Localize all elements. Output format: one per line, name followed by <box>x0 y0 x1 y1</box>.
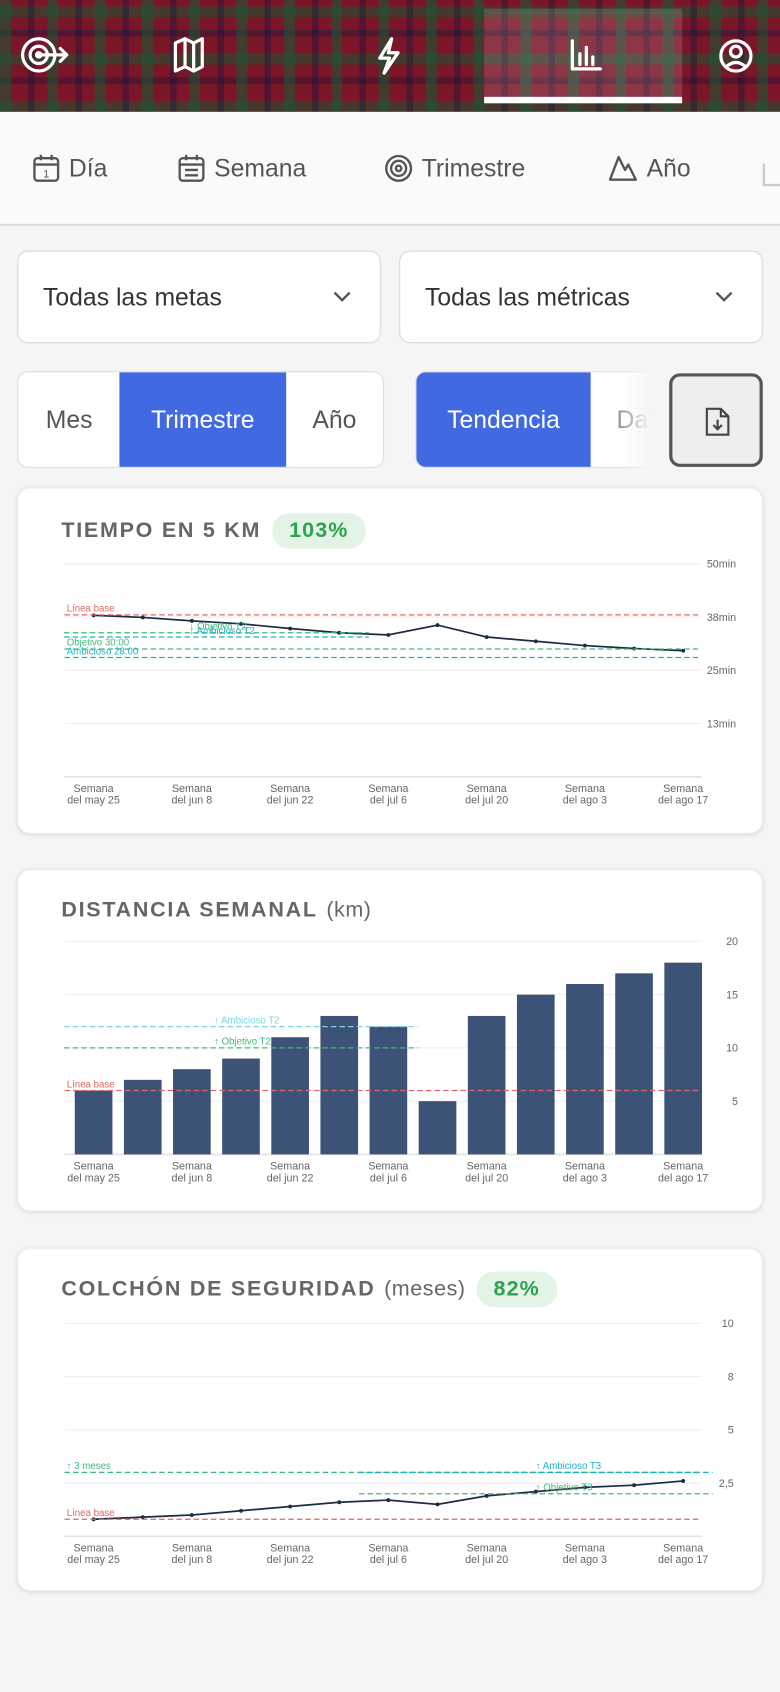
filter-label: Todas las metas <box>43 282 222 311</box>
goal-filter[interactable]: Todas las metas <box>17 250 381 344</box>
profile-icon[interactable] <box>719 39 753 73</box>
chart-card: TIEMPO EN 5 KM 103% <box>17 487 763 834</box>
card-title: TIEMPO EN 5 KM 103% <box>61 512 366 549</box>
chevron <box>333 291 351 302</box>
view-option[interactable]: Tendencia <box>416 372 591 467</box>
tab[interactable]: Año <box>608 112 691 224</box>
chart-card: COLCHÓN DE SEGURIDAD (meses) 82% <box>17 1247 763 1592</box>
tab-label: Semana <box>214 153 307 182</box>
badge: 82% <box>476 1271 558 1307</box>
badge: 103% <box>271 512 366 549</box>
top-nav <box>0 0 780 112</box>
range-option[interactable]: Mes <box>45 405 93 434</box>
chart-title: DISTANCIA SEMANAL <box>61 897 318 922</box>
svg-text:1: 1 <box>43 169 49 181</box>
nav-icons <box>20 8 753 104</box>
nav-underline <box>484 96 683 104</box>
tab-icon <box>385 154 413 182</box>
chevron <box>715 291 733 302</box>
metric-filter[interactable]: Todas las métricas <box>399 250 763 344</box>
chart-title: COLCHÓN DE SEGURIDAD <box>61 1276 376 1301</box>
chart-card: DISTANCIA SEMANAL (km) <box>17 869 763 1212</box>
energy-icon[interactable] <box>378 37 400 75</box>
tab-icon <box>178 154 205 182</box>
nav-selected <box>484 8 683 104</box>
tab-icon: 1 <box>33 154 60 182</box>
chart-title: TIEMPO EN 5 KM <box>61 518 262 542</box>
tab[interactable]: Semana <box>178 112 306 224</box>
tab[interactable]: 1 Día <box>32 112 107 224</box>
range-option[interactable]: Trimestre <box>119 372 286 467</box>
card-title: COLCHÓN DE SEGURIDAD (meses) 82% <box>61 1271 558 1308</box>
map-icon[interactable] <box>173 37 204 73</box>
tab-label: Trimestre <box>421 153 526 182</box>
fade <box>621 371 650 468</box>
tab-icon <box>608 155 638 181</box>
range-toggle: Mes Trimestre Año <box>17 371 385 468</box>
stats-icon[interactable] <box>570 39 602 71</box>
filter-label: Todas las métricas <box>424 282 630 311</box>
tab-label: Día <box>68 153 108 182</box>
view-toggle: TendenciaDatos <box>415 371 650 468</box>
range-option[interactable]: Año <box>312 405 357 434</box>
export-button[interactable] <box>669 373 763 467</box>
export-icon <box>705 407 730 436</box>
tab-label: Año <box>646 153 691 182</box>
chart-unit: (meses) <box>384 1276 466 1301</box>
goals-icon[interactable] <box>20 37 69 73</box>
tab[interactable]: Trimestre <box>384 112 525 224</box>
period-tabs: 1 Día Semana Trimestre Año <box>0 111 780 226</box>
tab-icon-clipped <box>762 163 780 187</box>
chart-unit: (km) <box>326 897 372 922</box>
card-title: DISTANCIA SEMANAL (km) <box>61 892 371 929</box>
